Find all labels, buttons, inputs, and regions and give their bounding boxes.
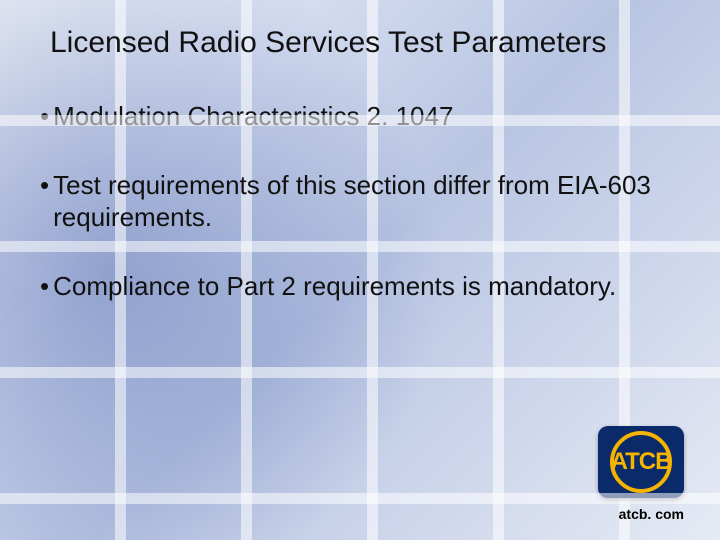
bullet-text: Modulation Characteristics 2. 1047 [53, 100, 453, 133]
bullet-item: • Compliance to Part 2 requirements is m… [40, 270, 680, 303]
bullet-dot-icon: • [40, 270, 53, 303]
footer-url: atcb. com [619, 506, 684, 522]
bullet-dot-icon: • [40, 100, 53, 133]
slide-body: • Modulation Characteristics 2. 1047 • T… [40, 100, 680, 460]
bullet-text: Compliance to Part 2 requirements is man… [53, 270, 616, 303]
bullet-text: Test requirements of this section differ… [53, 169, 680, 234]
bullet-item: • Test requirements of this section diff… [40, 169, 680, 234]
presentation-slide: Licensed Radio Services Test Parameters … [0, 0, 720, 540]
slide-title: Licensed Radio Services Test Parameters [50, 26, 690, 60]
atcb-logo: ATCB [598, 426, 684, 498]
bullet-item: • Modulation Characteristics 2. 1047 [40, 100, 680, 133]
bullet-dot-icon: • [40, 169, 53, 234]
atcb-logo-text: ATCB [610, 431, 672, 493]
